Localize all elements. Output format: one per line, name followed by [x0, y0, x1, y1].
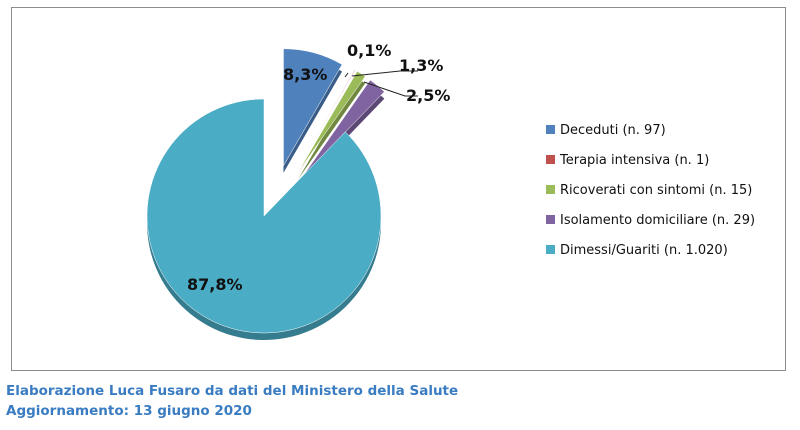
leader-line: [363, 81, 418, 97]
slice-depth: [298, 78, 366, 180]
legend-entry: Deceduti (n. 97): [560, 123, 666, 138]
pie-slice: [297, 70, 366, 173]
pie-slice: [302, 79, 385, 177]
pie-slice: [295, 69, 356, 172]
data-label: 0,1%: [347, 41, 391, 60]
legend-entry: Terapia intensiva (n. 1): [559, 153, 709, 168]
leader-line: [351, 70, 418, 77]
data-label: 1,3%: [399, 56, 443, 75]
pie-slice: [146, 98, 382, 334]
legend-entry: Dimessi/Guariti (n. 1.020): [560, 243, 728, 258]
legend-swatch: [546, 245, 555, 254]
chart-area: [11, 7, 786, 371]
pie-slice: [283, 48, 343, 167]
legend-swatch: [546, 155, 555, 164]
data-label: 8,3%: [283, 65, 327, 84]
legend-entry: Isolamento domiciliare (n. 29): [560, 213, 755, 228]
leader-line: [344, 72, 349, 78]
legend-entry: Ricoverati con sintomi (n. 15): [560, 183, 752, 198]
legend-swatch: [546, 185, 555, 194]
footer-credit: Elaborazione Luca Fusaro da dati del Min…: [6, 383, 459, 399]
data-label: 87,8%: [187, 275, 243, 294]
data-label: 2,5%: [406, 86, 450, 105]
footer-update: Aggiornamento: 13 giugno 2020: [6, 403, 252, 419]
legend-swatch: [546, 125, 555, 134]
legend-swatch: [546, 215, 555, 224]
